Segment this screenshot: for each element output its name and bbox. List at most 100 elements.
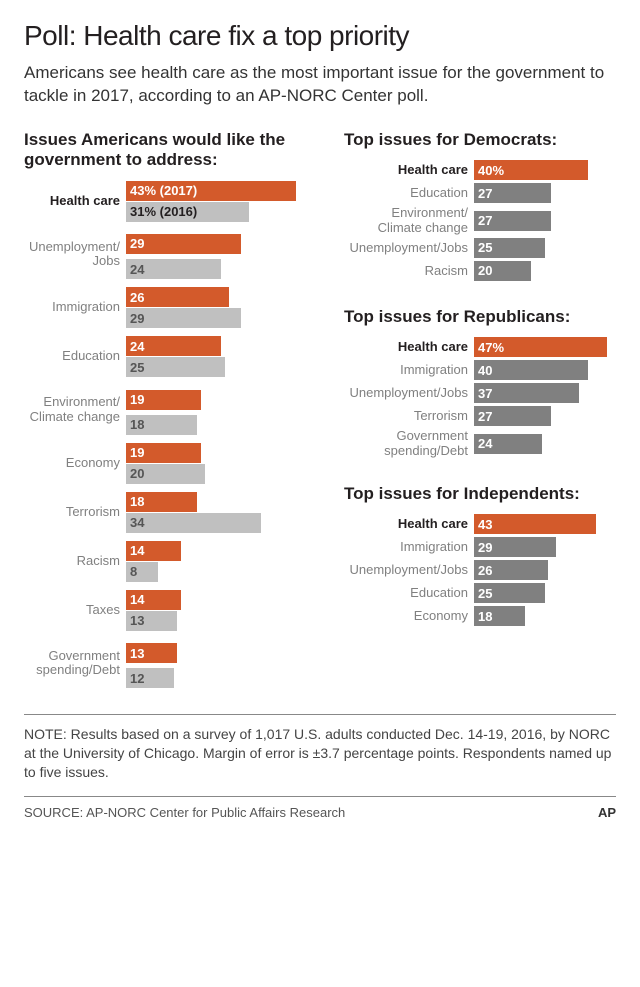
bar-row-2017: Unemployment/Jobs29 [24,230,324,259]
party-bar-row: Education25 [344,583,616,603]
bar-other: 26 [474,560,548,580]
paired-bar-group: Environment/Climate change1918 [24,385,324,435]
party-bar-row: Government spending/Debt24 [344,429,616,458]
party-bar-row: Terrorism27 [344,406,616,426]
bar-2016: 18 [126,415,197,435]
bar-2017: 24 [126,336,221,356]
bar-2017: 19 [126,443,201,463]
party-heading: Top issues for Independents: [344,484,616,504]
party-bar-row: Immigration40 [344,360,616,380]
bar-area: 27 [474,211,616,231]
bar-other: 20 [474,261,531,281]
bar-row-2017: Education24 [24,336,324,356]
party-heading: Top issues for Republicans: [344,307,616,327]
bar-area: 20 [474,261,616,281]
row-label: Education [344,186,474,200]
row-label: Unemployment/Jobs [344,563,474,577]
bar-other: 27 [474,406,551,426]
bar-other: 27 [474,183,551,203]
bar-area: 27 [474,406,616,426]
chart-columns: Issues Americans would like the governme… [24,130,616,697]
bar-row-2017: Environment/Climate change19 [24,385,324,414]
bar-area: 29 [126,308,324,328]
credit-text: AP [598,805,616,820]
party-section: Top issues for Republicans: Health care47… [344,307,616,458]
bar-2016: 12 [126,668,174,688]
row-label: Education [24,349,126,363]
bar-row-2017: Governmentspending/Debt13 [24,639,324,668]
bar-area: 25 [474,583,616,603]
party-bar-row: Health care43 [344,514,616,534]
paired-bar-group: Immigration2629 [24,287,324,328]
bar-row-2017: Racism14 [24,541,324,561]
row-label: Economy [344,609,474,623]
bar-area: 26 [474,560,616,580]
bar-area: 31% (2016) [126,202,324,222]
bar-area: 43% (2017) [126,181,324,201]
party-bar-row: Unemployment/Jobs26 [344,560,616,580]
paired-bar-group: Health care43% (2017)31% (2016) [24,181,324,222]
row-label: Governmentspending/Debt [24,649,126,678]
chart-title: Poll: Health care fix a top priority [24,20,616,52]
bar-area: 13 [126,643,324,663]
bar-highlight: 43 [474,514,596,534]
bar-2016: 13 [126,611,177,631]
bar-area: 43 [474,514,616,534]
row-label: Health care [344,340,474,354]
party-section: Top issues for Independents: Health care4… [344,484,616,626]
bar-2017: 13 [126,643,177,663]
paired-bar-group: Taxes1413 [24,590,324,631]
bar-area: 37 [474,383,616,403]
bar-area: 27 [474,183,616,203]
chart-subtitle: Americans see health care as the most im… [24,62,616,108]
bar-area: 24 [126,259,324,279]
bar-row-2017: Taxes14 [24,590,324,610]
row-label: Economy [24,456,126,470]
bar-area: 25 [126,357,324,377]
party-bar-row: Immigration29 [344,537,616,557]
bar-area: 19 [126,390,324,410]
paired-bar-group: Unemployment/Jobs2924 [24,230,324,280]
party-bar-row: Health care40% [344,160,616,180]
row-label: Health care [24,194,126,208]
bar-other: 25 [474,583,545,603]
row-label: Taxes [24,603,126,617]
bar-area: 26 [126,287,324,307]
bar-2016: 8 [126,562,158,582]
party-bar-row: Racism20 [344,261,616,281]
row-label: Unemployment/Jobs [344,241,474,255]
bar-2016: 29 [126,308,241,328]
row-label: Terrorism [24,505,126,519]
row-label: Immigration [24,300,126,314]
bar-2016: 31% (2016) [126,202,249,222]
paired-bar-group: Racism148 [24,541,324,582]
bar-other: 24 [474,434,542,454]
party-bar-row: Health care47% [344,337,616,357]
paired-bar-group: Terrorism1834 [24,492,324,533]
bar-other: 25 [474,238,545,258]
left-chart: Health care43% (2017)31% (2016)Unemploym… [24,181,324,689]
bar-row-2017: Immigration26 [24,287,324,307]
bar-2017: 26 [126,287,229,307]
bar-area: 40% [474,160,616,180]
bar-area: 18 [126,492,324,512]
party-bar-row: Economy18 [344,606,616,626]
row-label: Unemployment/Jobs [24,240,126,269]
row-label: Racism [344,264,474,278]
right-charts: Top issues for Democrats:Health care40%E… [344,130,616,626]
bar-area: 47% [474,337,616,357]
bar-row-2017: Economy19 [24,443,324,463]
right-column: Top issues for Democrats:Health care40%E… [344,130,616,697]
bar-area: 13 [126,611,324,631]
chart-note: NOTE: Results based on a survey of 1,017… [24,714,616,782]
bar-area: 18 [126,415,324,435]
bar-area: 19 [126,443,324,463]
left-column: Issues Americans would like the governme… [24,130,324,697]
bar-area: 12 [126,668,324,688]
bar-2016: 20 [126,464,205,484]
bar-2017: 29 [126,234,241,254]
row-label: Terrorism [344,409,474,423]
source-line: SOURCE: AP-NORC Center for Public Affair… [24,796,616,820]
bar-2017: 18 [126,492,197,512]
row-label: Health care [344,163,474,177]
